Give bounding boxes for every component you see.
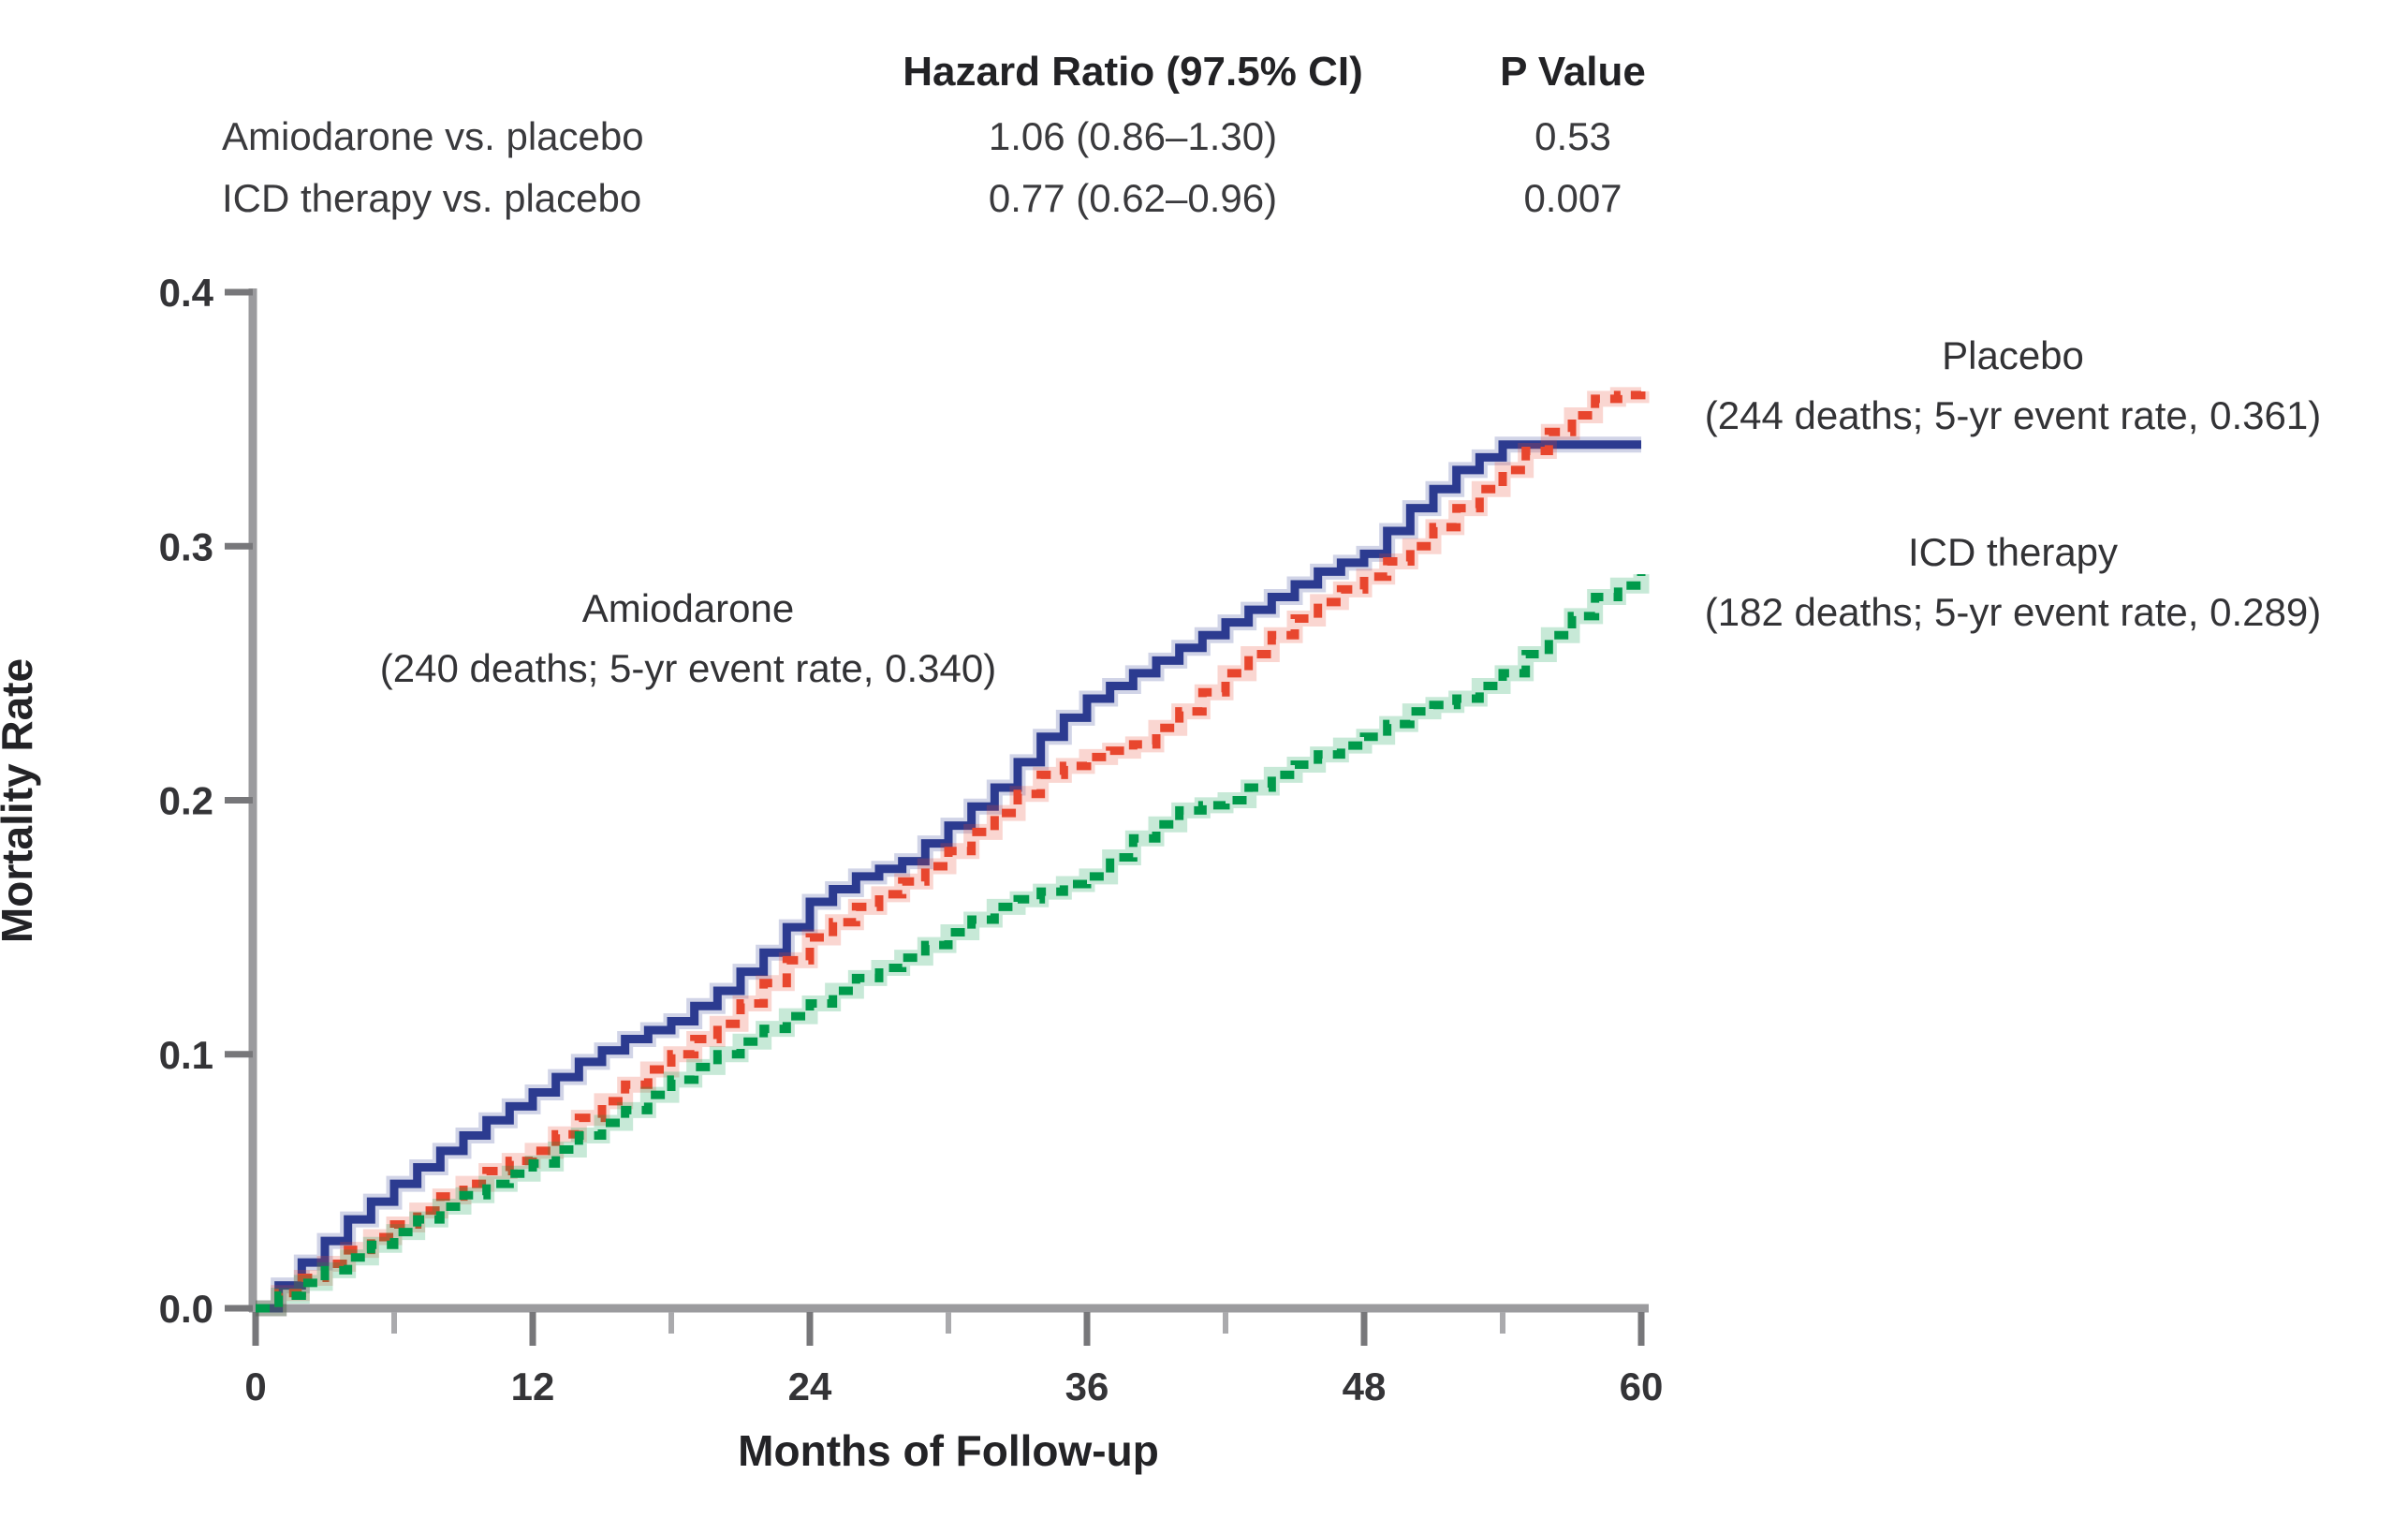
y-tick-label: 0.1 bbox=[159, 1033, 213, 1077]
x-axis-title: Months of Follow-up bbox=[738, 1426, 1159, 1475]
table-row-hr: 0.77 (0.62–0.96) bbox=[988, 176, 1278, 220]
x-tick-label: 24 bbox=[788, 1364, 832, 1408]
p-value-column-header: P Value bbox=[1500, 49, 1646, 95]
series-annotation: (182 deaths; 5-yr event rate, 0.289) bbox=[1704, 590, 2322, 634]
y-tick-label: 0.3 bbox=[159, 524, 213, 568]
series-name: ICD therapy bbox=[1907, 530, 2119, 574]
curve-label-icd: ICD therapy (182 deaths; 5-yr event rate… bbox=[1596, 523, 2408, 642]
series-line-amiodarone bbox=[256, 440, 1641, 1313]
y-tick-label: 0.4 bbox=[159, 271, 214, 315]
hazard-ratio-column-header: Hazard Ratio (97.5% CI) bbox=[903, 49, 1363, 95]
table-row-p: 0.007 bbox=[1523, 176, 1622, 220]
y-tick-label: 0.0 bbox=[159, 1287, 213, 1331]
series-annotation: (244 deaths; 5-yr event rate, 0.361) bbox=[1704, 393, 2322, 437]
series-line-placebo bbox=[256, 391, 1646, 1313]
series-annotation: (240 deaths; 5-yr event rate, 0.340) bbox=[379, 646, 997, 690]
x-tick-label: 0 bbox=[244, 1364, 266, 1408]
x-tick-label: 48 bbox=[1343, 1364, 1387, 1408]
x-tick-label: 36 bbox=[1065, 1364, 1109, 1408]
x-tick-label: 60 bbox=[1620, 1364, 1664, 1408]
table-row-label: ICD therapy vs. placebo bbox=[222, 176, 642, 220]
table-row-label: Amiodarone vs. placebo bbox=[222, 114, 644, 158]
table-row-hr: 1.06 (0.86–1.30) bbox=[988, 114, 1278, 158]
x-tick-label: 12 bbox=[511, 1364, 555, 1408]
curve-label-amiodarone: Amiodarone (240 deaths; 5-yr event rate,… bbox=[267, 579, 1109, 699]
curve-label-placebo: Placebo (244 deaths; 5-yr event rate, 0.… bbox=[1596, 326, 2408, 446]
series-name: Placebo bbox=[1942, 333, 2084, 377]
table-row-p: 0.53 bbox=[1534, 114, 1611, 158]
y-tick-label: 0.2 bbox=[159, 779, 213, 823]
series-name: Amiodarone bbox=[581, 586, 795, 630]
series-halo-2 bbox=[256, 574, 1650, 1317]
